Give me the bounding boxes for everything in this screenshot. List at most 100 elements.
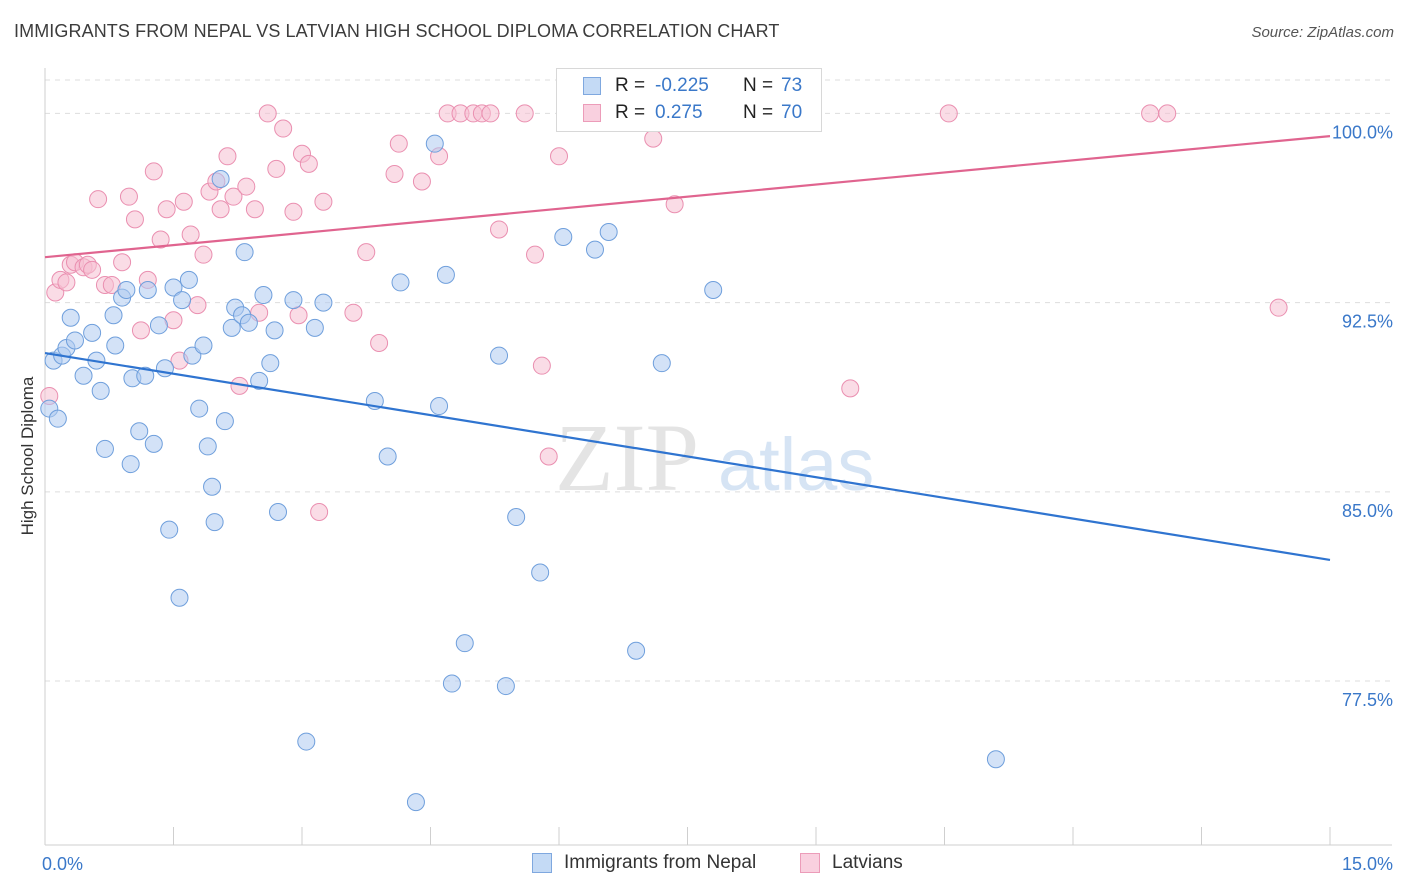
tick-labels: 77.5% 85.0% 92.5% 100.0% 0.0% 15.0% <box>42 122 1393 874</box>
legend-swatch-nepal <box>583 77 601 95</box>
latvians-point <box>299 154 318 173</box>
latvians-point <box>194 245 213 264</box>
latvians-point <box>181 225 200 244</box>
stats-legend: R = -0.225 N = 73 R = 0.275 N = 70 <box>556 68 822 132</box>
nepal-point <box>211 170 230 188</box>
source-label: Source: ZipAtlas.com <box>1251 24 1394 41</box>
nepal-point <box>496 677 515 696</box>
latvians-point <box>490 220 509 239</box>
latvians-point <box>274 119 293 138</box>
nepal-point <box>378 447 397 466</box>
nepal-point <box>627 641 646 660</box>
nepal-point <box>205 513 224 532</box>
nepal-point <box>179 270 198 289</box>
latvians-point <box>644 129 663 148</box>
nepal-point <box>91 381 110 400</box>
nepal-point <box>183 346 202 365</box>
latvians-point <box>144 162 163 181</box>
latvians-point <box>113 253 132 272</box>
y-tick-label: 100.0% <box>1332 122 1393 142</box>
latvians-point <box>389 134 408 153</box>
latvians-point <box>125 210 144 229</box>
nepal-point <box>425 134 444 153</box>
nepal-point <box>65 331 84 350</box>
latvians-point <box>131 321 150 340</box>
nepal-point <box>117 281 136 299</box>
nepal-point <box>986 750 1005 769</box>
legend-swatch-latvians <box>800 853 820 873</box>
nepal-point <box>61 308 80 327</box>
nepal-point <box>136 366 155 385</box>
latvians-point <box>385 164 404 183</box>
legend-row-nepal: R = -0.225 N = 73 <box>583 74 802 98</box>
nepal-point <box>170 588 189 607</box>
legend-swatch-nepal <box>532 853 552 873</box>
nepal-point <box>391 273 410 292</box>
latvians-point <box>357 243 376 262</box>
latvians-point <box>310 503 329 521</box>
latvians-point <box>119 187 138 206</box>
legend-swatch-latvians <box>583 104 601 122</box>
legend-item-nepal[interactable]: Immigrants from Nepal <box>532 852 756 874</box>
legend-r-value-nepal: -0.225 <box>655 75 709 96</box>
latvians-point <box>284 202 303 221</box>
nepal-point <box>406 793 425 812</box>
nepal-point <box>106 336 125 355</box>
nepal-point <box>235 243 254 262</box>
y-tick-label: 85.0% <box>1342 501 1393 521</box>
latvians-point <box>841 379 860 398</box>
nepal-point <box>585 240 604 259</box>
legend-n-value-latvians: 70 <box>781 102 803 123</box>
nepal-point <box>203 477 222 496</box>
nepal-point <box>704 281 723 299</box>
legend-r-value-latvians: 0.275 <box>655 102 703 123</box>
latvians-point <box>211 200 230 219</box>
nepal-point <box>144 434 163 453</box>
latvians-point <box>237 177 256 196</box>
latvians-points <box>40 104 1288 521</box>
legend-row-latvians: R = 0.275 N = 70 <box>583 101 802 125</box>
latvians-point <box>1158 104 1177 123</box>
series-legend: Immigrants from Nepal Latvians <box>0 852 1406 878</box>
nepal-point <box>599 222 618 241</box>
nepal-point <box>250 371 269 390</box>
nepal-point <box>239 313 258 332</box>
nepal-point <box>95 439 114 458</box>
legend-r-label: R = <box>615 75 646 96</box>
nepal-point <box>83 323 102 342</box>
nepal-point <box>531 563 550 582</box>
legend-n-label: N = <box>743 102 774 123</box>
legend-n-label: N = <box>743 75 774 96</box>
nepal-point <box>130 422 149 441</box>
axes <box>44 68 1392 846</box>
latvians-point <box>267 159 286 178</box>
nepal-point <box>507 508 526 527</box>
x-tick-label: 0.0% <box>42 854 83 874</box>
chart-title: IMMIGRANTS FROM NEPAL VS LATVIAN HIGH SC… <box>14 21 780 41</box>
legend-label-latvians: Latvians <box>832 852 903 873</box>
nepal-point <box>222 318 241 337</box>
watermark: ZIP atlas <box>555 404 874 511</box>
latvians-point <box>344 303 363 322</box>
legend-n-value-nepal: 73 <box>781 75 803 96</box>
nepal-point <box>490 346 509 365</box>
latvians-trend-line <box>44 135 1331 259</box>
nepal-point <box>436 265 455 284</box>
nepal-point <box>554 228 573 247</box>
legend-item-latvians[interactable]: Latvians <box>800 852 903 874</box>
latvians-point <box>224 187 243 206</box>
latvians-point <box>289 306 308 325</box>
nepal-point <box>173 291 192 310</box>
latvians-point <box>1269 298 1288 317</box>
latvians-point <box>188 296 207 315</box>
latvians-point <box>83 260 102 279</box>
nepal-point <box>138 281 157 299</box>
nepal-point <box>215 412 234 431</box>
latvians-point <box>539 447 558 466</box>
nepal-point <box>430 397 449 416</box>
nepal-point <box>455 634 474 653</box>
latvians-point <box>151 230 170 249</box>
latvians-point <box>939 104 958 123</box>
nepal-trend-line <box>44 351 1331 562</box>
